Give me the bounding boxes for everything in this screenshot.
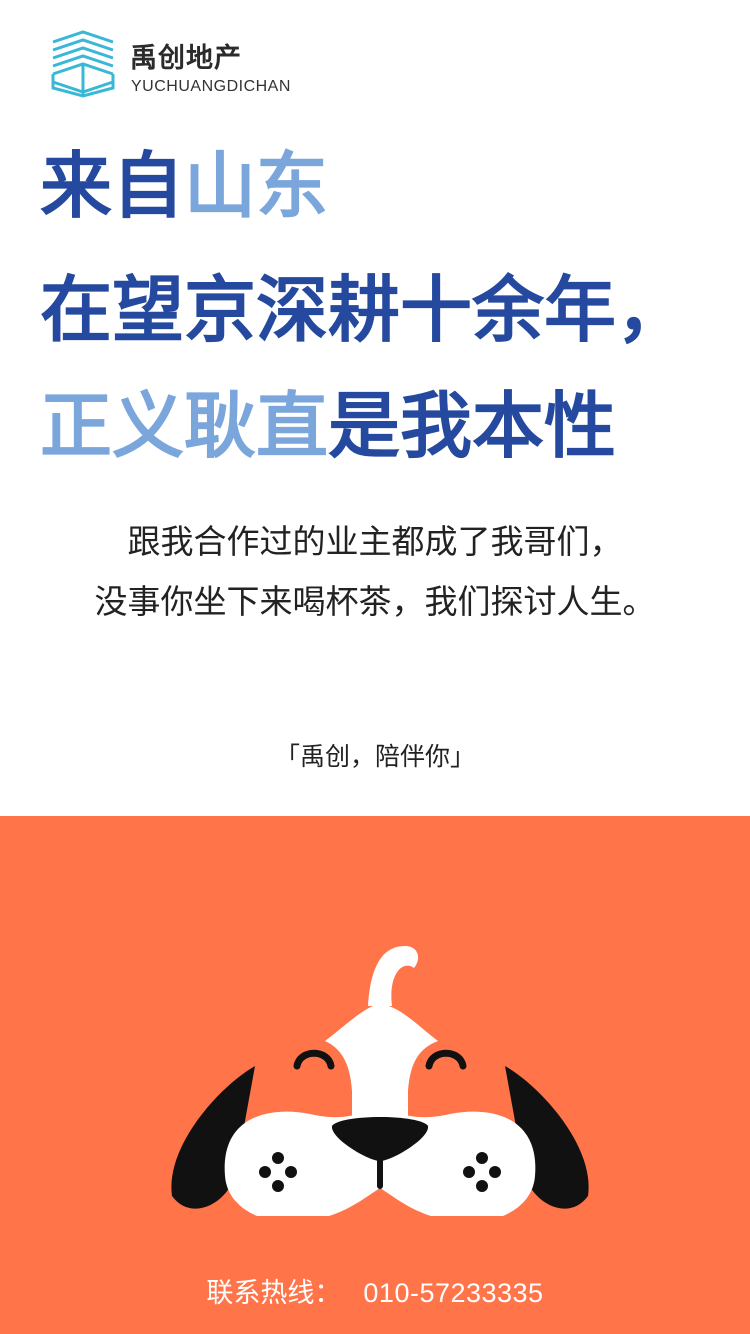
brand-logo: 禹创地产 YUCHUANGDICHAN [50, 30, 330, 100]
body-text: 跟我合作过的业主都成了我哥们， 没事你坐下来喝杯茶，我们探讨人生。 [0, 525, 750, 645]
headline-line-3-part-1: 正义耿直 [40, 383, 329, 468]
body-line-1: 跟我合作过的业主都成了我哥们， [127, 522, 623, 561]
body-line-2: 没事你坐下来喝杯茶，我们探讨人生。 [94, 582, 656, 621]
logo-mark-icon [51, 30, 115, 98]
dog-face-icon [171, 946, 589, 1216]
headline-line-3-part-2: 是我本性 [328, 383, 617, 468]
hotline-label: 联系热线： [206, 1278, 342, 1308]
headline-line-2: 在望京深耕十余年， [40, 267, 689, 352]
brand-name-en: YUCHUANGDICHAN [131, 78, 291, 95]
headline-line-1: 来自山东 [40, 150, 328, 222]
slogan: 「禹创，陪伴你」 [274, 742, 475, 771]
headline-line-3: 正义耿直是我本性 [40, 390, 616, 462]
brand-name-cn: 禹创地产 [130, 43, 242, 74]
orange-panel: 联系热线： 010-57233335 [0, 816, 750, 1334]
hotline: 联系热线： 010-57233335 [0, 1271, 750, 1310]
hotline-number[interactable]: 010-57233335 [363, 1278, 544, 1308]
headline-line-1-part-1: 来自 [40, 143, 185, 228]
headline-line-1-part-2: 山东 [184, 143, 329, 228]
